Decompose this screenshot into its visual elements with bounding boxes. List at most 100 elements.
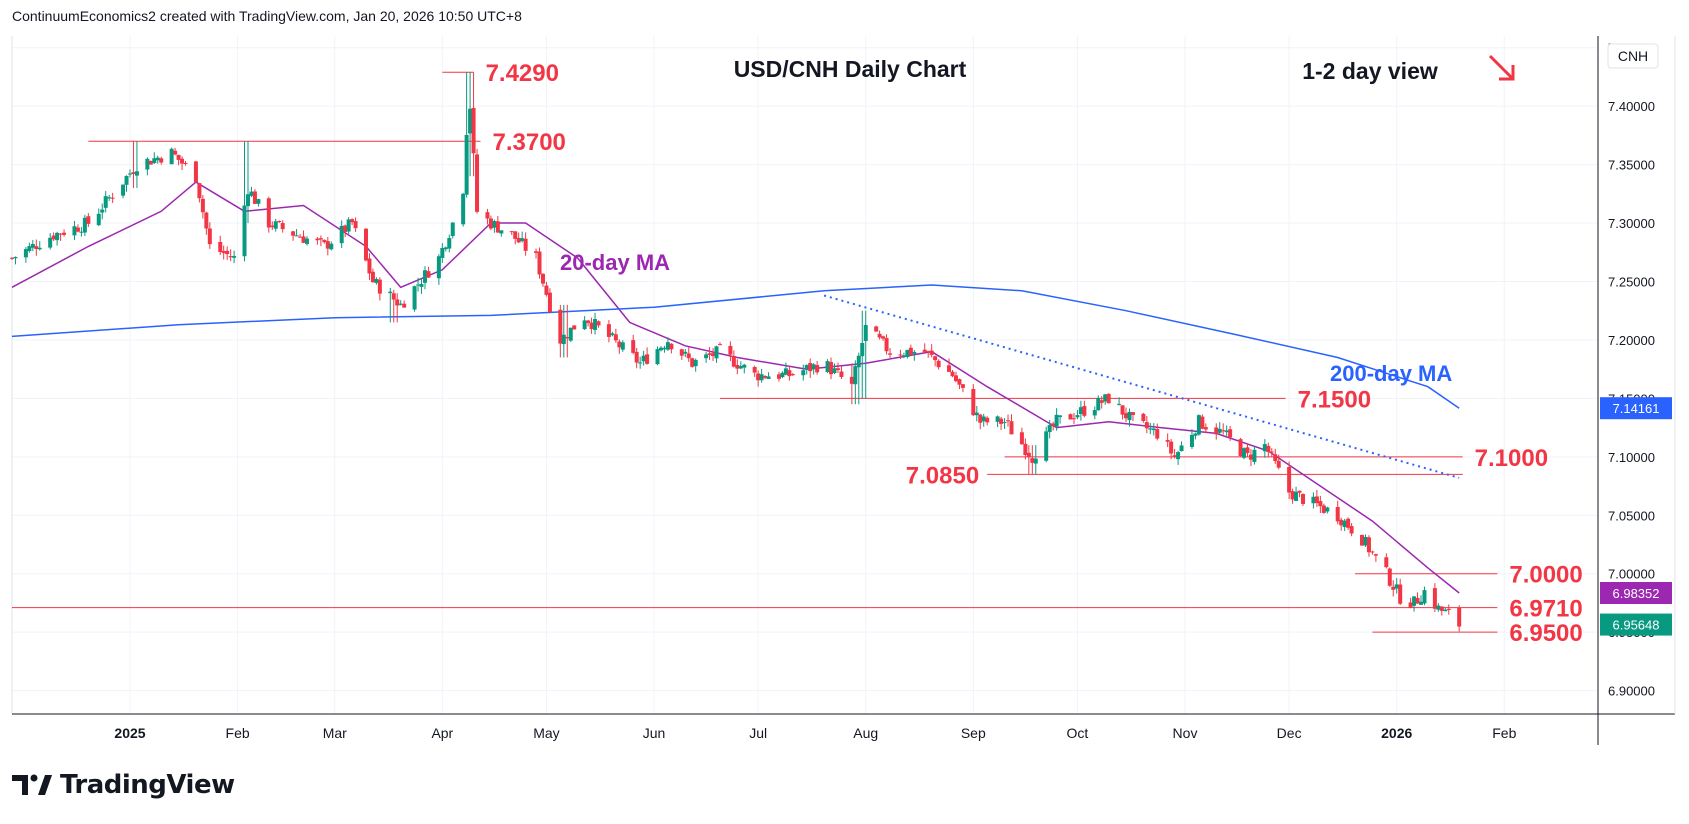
candle-body: [610, 333, 615, 336]
y-tick-label: 7.10000: [1608, 450, 1655, 465]
candle-body: [200, 198, 205, 213]
candle-body: [589, 322, 594, 329]
candle-body: [218, 241, 223, 253]
candle-body: [683, 351, 688, 354]
candle-body: [1099, 400, 1104, 403]
candle-body: [440, 247, 445, 258]
candle-body: [884, 338, 889, 352]
candle-body: [669, 343, 674, 350]
candle-body: [763, 376, 768, 378]
candle-body: [1325, 507, 1330, 512]
candle-body: [752, 367, 757, 373]
candle-body: [1030, 458, 1035, 463]
candle-body: [960, 384, 965, 388]
candle-body: [1387, 568, 1392, 586]
candle-body: [10, 257, 14, 259]
candle-body: [936, 360, 941, 368]
candle-body: [249, 191, 254, 196]
candle-body: [48, 237, 53, 248]
y-tick-label: 7.30000: [1608, 216, 1655, 231]
candle-body: [395, 299, 400, 306]
x-tick-label: Apr: [431, 725, 453, 741]
symbol-badge[interactable]: CNH: [1607, 43, 1659, 69]
candle-body: [416, 284, 421, 286]
candle-body: [908, 347, 913, 355]
candle-body: [1051, 423, 1056, 427]
level-label: 7.1000: [1475, 445, 1548, 472]
candle-body: [228, 256, 233, 258]
candle-body: [1200, 416, 1205, 429]
y-tick-label: 7.35000: [1608, 158, 1655, 173]
candle-body: [27, 246, 32, 252]
x-tick-label: May: [533, 725, 559, 741]
candle-body: [1311, 496, 1316, 504]
candle-body: [540, 273, 545, 284]
x-tick-label: Oct: [1067, 725, 1089, 741]
candle-body: [304, 238, 309, 244]
candle-body: [350, 219, 355, 223]
candle-body: [1321, 505, 1326, 513]
candle-body: [766, 376, 771, 379]
candle-body: [100, 209, 105, 213]
candle-body: [520, 238, 525, 242]
candle-body: [756, 373, 761, 381]
x-tick-label: Aug: [853, 725, 878, 741]
downtrend-line: [823, 294, 1460, 479]
candle-body: [704, 354, 709, 359]
candle-body: [1408, 602, 1413, 608]
candle-body: [1044, 431, 1049, 461]
candle-body: [1273, 454, 1278, 462]
candle-body: [1228, 429, 1233, 438]
candle-body: [134, 171, 139, 176]
candle-body: [1071, 418, 1076, 420]
price-tag-label: 7.14161: [1613, 401, 1660, 416]
candle-body: [1422, 590, 1427, 604]
candle-body: [1314, 496, 1319, 504]
candle-body: [155, 157, 160, 161]
candle-body: [1019, 432, 1024, 445]
candle-body: [829, 362, 834, 375]
candle-body: [447, 238, 452, 249]
candle-body: [450, 222, 455, 236]
level-label: 7.4290: [486, 60, 559, 87]
candle-body: [1415, 597, 1420, 604]
candle-body: [804, 365, 809, 370]
candle-body: [475, 154, 480, 212]
candle-body: [808, 362, 813, 372]
candle-body: [1436, 605, 1441, 610]
level-label: 7.0850: [906, 462, 979, 489]
candle-body: [1148, 428, 1153, 430]
candle-body: [183, 162, 188, 164]
candle-body: [947, 365, 952, 372]
candle-body: [322, 239, 327, 243]
candle-body: [121, 184, 126, 196]
y-tick-label: 7.05000: [1608, 508, 1655, 523]
candle-body: [1342, 520, 1347, 528]
candle-body: [776, 374, 781, 379]
candle-body: [277, 221, 282, 223]
candle-body: [1151, 428, 1156, 431]
candle-body: [1349, 526, 1354, 534]
candle-body: [863, 324, 868, 341]
level-label: 7.0000: [1509, 562, 1582, 589]
candle-body: [1335, 506, 1340, 522]
candle-body: [1287, 467, 1292, 493]
candle-body: [759, 374, 764, 381]
candle-body: [1033, 458, 1038, 464]
candle-body: [315, 238, 320, 241]
candle-body: [232, 255, 237, 258]
level-label: 7.3700: [493, 129, 566, 156]
candle-body: [131, 172, 136, 175]
candle-body: [995, 416, 1000, 422]
tradingview-logo[interactable]: TradingView: [12, 770, 235, 800]
candle-body: [51, 235, 56, 240]
candle-body: [1092, 410, 1097, 416]
candle-body: [1301, 494, 1306, 504]
price-tags: 7.14161 6.98352 6.95648: [1600, 397, 1672, 636]
candle-body: [1120, 405, 1125, 415]
candle-body: [1238, 439, 1243, 457]
candle-body: [933, 356, 938, 361]
candle-body: [617, 341, 622, 348]
x-tick-label: Feb: [226, 725, 250, 741]
